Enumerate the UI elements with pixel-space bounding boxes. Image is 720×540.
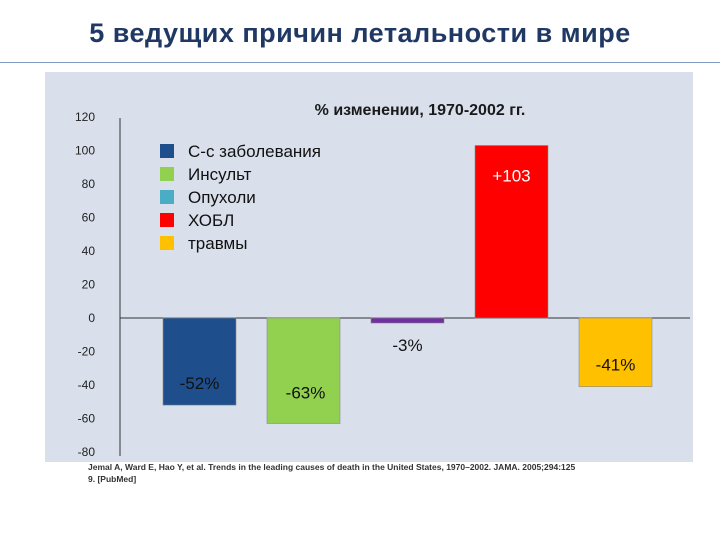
legend-swatch <box>160 167 174 181</box>
citation: Jemal A, Ward E, Hao Y, et al. Trends in… <box>88 461 706 485</box>
citation-line-2: 9. [PubMed] <box>88 474 137 484</box>
bar <box>578 317 653 387</box>
y-tick-label: 120 <box>75 110 95 124</box>
y-tick-label: -80 <box>78 445 96 459</box>
legend-swatch <box>160 236 174 250</box>
data-label: -63% <box>286 384 326 403</box>
legend-label: Инсульт <box>188 165 252 184</box>
data-label: -52% <box>180 374 220 393</box>
chart-title: % изменении, 1970-2002 гг. <box>315 102 526 119</box>
y-tick-label: 80 <box>82 177 96 191</box>
y-tick-label: 0 <box>88 311 95 325</box>
bar <box>370 317 445 324</box>
slide-title: 5 ведущих причин летальности в мире <box>89 18 631 48</box>
y-tick-label: 40 <box>82 244 96 258</box>
legend-label: ХОБЛ <box>188 211 234 230</box>
legend-swatch <box>160 144 174 158</box>
citation-line-1: Jemal A, Ward E, Hao Y, et al. Trends in… <box>88 462 576 472</box>
bar <box>474 145 549 319</box>
y-tick-label: 60 <box>82 211 96 225</box>
data-label: -41% <box>596 356 636 375</box>
legend-label: Опухоли <box>188 188 256 207</box>
title-divider <box>0 62 720 63</box>
legend-swatch <box>160 213 174 227</box>
chart-background <box>45 72 693 462</box>
legend: С-с заболевания Инсульт Опухоли ХОБЛ травмы <box>160 142 321 253</box>
y-tick-label: -60 <box>78 412 96 426</box>
legend-label: травмы <box>188 234 247 253</box>
data-label: +103 <box>492 166 530 185</box>
y-tick-label: -40 <box>78 378 96 392</box>
bar <box>266 317 341 424</box>
bar <box>162 317 237 406</box>
y-tick-label: 100 <box>75 144 95 158</box>
y-tick-label: -20 <box>78 345 96 359</box>
data-label: -3% <box>392 336 422 355</box>
y-tick-label: 20 <box>82 278 96 292</box>
legend-label: С-с заболевания <box>188 142 321 161</box>
legend-swatch <box>160 190 174 204</box>
